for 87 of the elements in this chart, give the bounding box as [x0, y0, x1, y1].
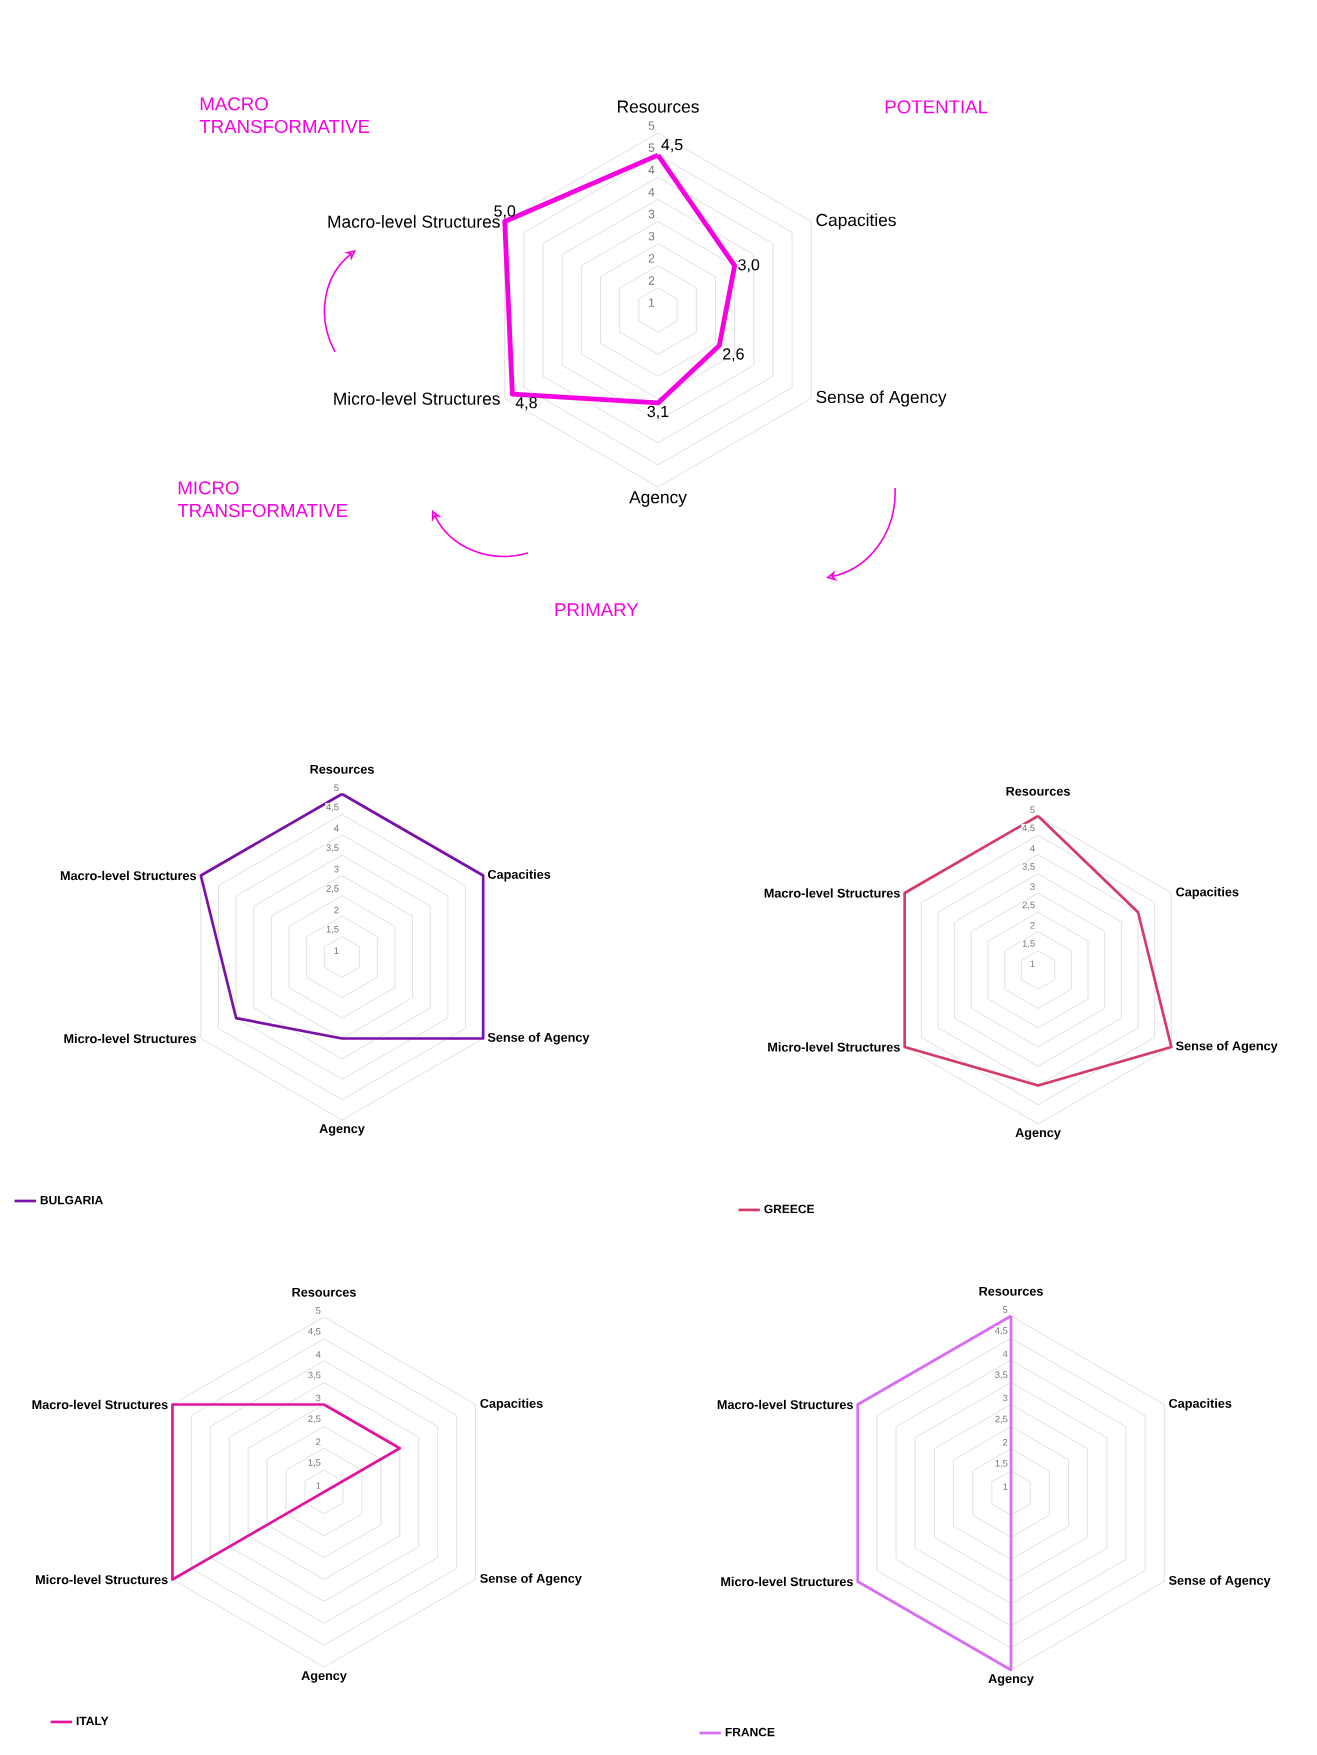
spoke-label: Resources [310, 764, 374, 774]
spoke-label: Macro-level Structures [60, 870, 197, 881]
y-tick-label: 4,5 [995, 1327, 1008, 1335]
data-label: 4,5 [661, 139, 683, 153]
data-label: 3,0 [738, 259, 760, 273]
y-tick-label: 4 [1030, 845, 1035, 852]
y-tick-label: 5 [1003, 1306, 1008, 1313]
y-tick-label: 4,5 [1022, 824, 1035, 833]
y-tick-label: 5 [334, 784, 339, 791]
spoke-label: Capacities [816, 213, 896, 230]
y-tick-label: 3 [334, 865, 339, 873]
y-tick-label: 1 [1003, 1483, 1008, 1490]
spoke-label: Capacities [487, 869, 551, 882]
y-tick-label: 1,5 [326, 925, 339, 934]
y-tick-label: 2 [648, 276, 655, 285]
spoke-label: Agency [1015, 1128, 1061, 1140]
spoke-label: Sense of Agency [1168, 1575, 1271, 1588]
spoke-label: Agency [629, 491, 687, 507]
y-tick-label: 3,5 [1022, 863, 1035, 871]
data-label: 4,8 [515, 396, 537, 411]
y-tick-label: 3 [648, 209, 655, 219]
y-tick-label: 4 [648, 165, 655, 175]
y-tick-label: 1 [334, 947, 339, 954]
y-tick-label: 4,5 [308, 1328, 321, 1336]
y-tick-label: 3,5 [995, 1371, 1008, 1380]
y-tick-label: 5 [648, 121, 655, 130]
spoke-label: Sense of Agency [1176, 1041, 1278, 1053]
y-tick-label: 2 [648, 254, 655, 263]
spoke-label: Macro-level Structures [717, 1399, 853, 1410]
text: MICRO TRANSFORMATIVE [177, 481, 348, 518]
spoke-label: Sense of Agency [816, 390, 947, 407]
spoke-label: Micro-level Structures [768, 1042, 900, 1052]
spoke-label: Resources [618, 100, 699, 113]
spoke-label: Resources [292, 1287, 356, 1297]
y-tick-label: 1 [649, 298, 655, 307]
y-tick-label: 5 [648, 143, 655, 152]
spoke-label: Macro-level Structures [32, 1399, 168, 1410]
spoke-label: Agency [301, 1671, 347, 1683]
y-tick-label: 4,5 [326, 803, 339, 812]
spoke-label: Micro-level Structures [64, 1033, 197, 1044]
spoke-label: Macro-level Structures [764, 888, 900, 898]
y-tick-label: 5 [1030, 806, 1035, 814]
legend-label: ITALY [76, 1716, 109, 1726]
y-tick-label: 3 [316, 1394, 321, 1402]
y-tick-label: 2 [1030, 922, 1035, 929]
y-tick-label: 4 [315, 1351, 321, 1358]
y-tick-label: 2 [334, 906, 339, 914]
y-tick-label: 1,5 [308, 1459, 321, 1467]
y-tick-label: 5 [316, 1307, 321, 1314]
y-tick-label: 3 [1030, 883, 1035, 891]
legend-label: FRANCE [725, 1727, 775, 1737]
data-label: 3,1 [647, 405, 669, 420]
spoke-label: Resources [1006, 786, 1070, 796]
spoke-label: Micro-level Structures [721, 1576, 853, 1587]
y-tick-label: 1,5 [995, 1460, 1008, 1468]
text: PRIMARY [555, 603, 639, 617]
y-tick-label: 2,5 [308, 1415, 321, 1424]
text: POTENTIAL [885, 100, 988, 114]
spoke-label: Agency [319, 1124, 365, 1136]
text: MACRO TRANSFORMATIVE [199, 97, 370, 134]
legend-label: BULGARIA [40, 1195, 103, 1205]
y-tick-label: 3,5 [326, 844, 339, 853]
y-tick-label: 2 [316, 1438, 321, 1446]
y-tick-label: 3,5 [308, 1371, 321, 1380]
spoke-label: Sense of Agency [480, 1573, 582, 1586]
spoke-label: Capacities [1176, 887, 1239, 899]
y-tick-label: 2 [1003, 1439, 1008, 1446]
y-tick-label: 1 [1030, 960, 1035, 968]
y-tick-label: 3 [1002, 1394, 1008, 1402]
y-tick-label: 4 [334, 825, 339, 832]
y-tick-label: 3 [648, 231, 655, 241]
spoke-label: Capacities [1169, 1398, 1232, 1411]
y-tick-label: 2,5 [995, 1415, 1008, 1424]
y-tick-label: 2,5 [326, 885, 339, 893]
y-tick-label: 1,5 [1022, 940, 1035, 948]
y-tick-label: 4 [1002, 1350, 1008, 1358]
legend-label: GREECE [764, 1204, 815, 1214]
y-tick-label: 1 [316, 1482, 321, 1489]
y-tick-label: 4 [648, 187, 655, 197]
spoke-label: Sense of Agency [487, 1032, 590, 1045]
y-tick-label: 2,5 [1022, 901, 1035, 910]
spoke-label: Micro-level Structures [36, 1574, 168, 1585]
spoke-label: Resources [979, 1286, 1043, 1296]
data-label: 2,6 [723, 348, 744, 362]
spoke-label: Agency [988, 1674, 1034, 1686]
spoke-label: Capacities [480, 1398, 543, 1411]
spoke-label: Micro-level Structures [334, 392, 500, 405]
